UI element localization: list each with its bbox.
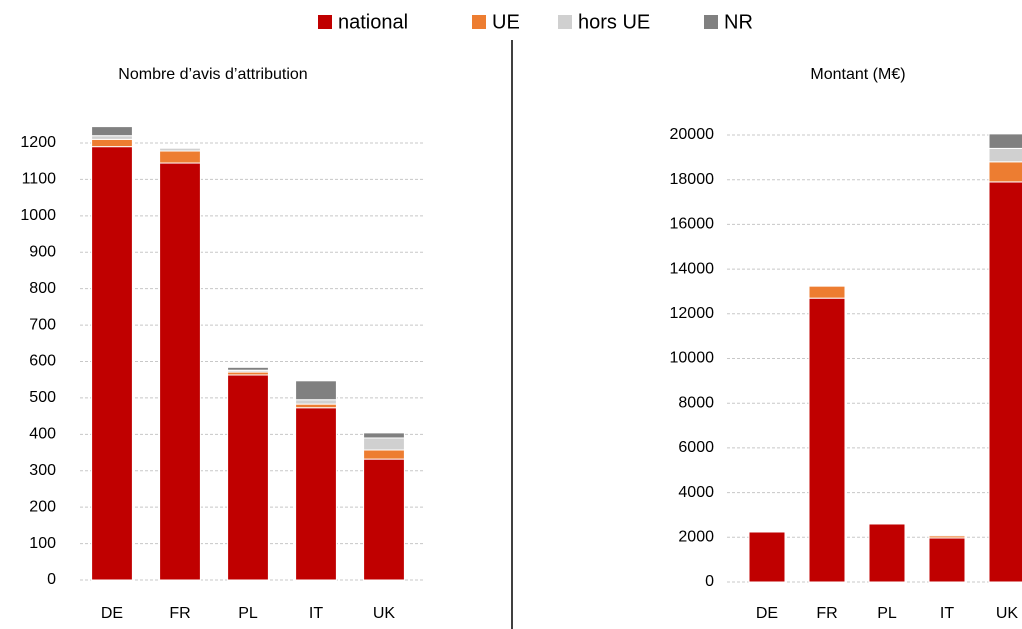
- bar-segment: [988, 147, 1022, 163]
- y-tick-label: 0: [705, 573, 714, 590]
- x-tick-label: UK: [996, 605, 1019, 622]
- bar-segment: [91, 126, 133, 137]
- bar-segment: [808, 285, 846, 299]
- bar-segment: [159, 150, 201, 164]
- y-tick-label: 8000: [678, 394, 714, 411]
- x-tick-label: IT: [309, 605, 323, 622]
- legend-swatch: [704, 15, 718, 29]
- legend-label: hors UE: [578, 11, 650, 33]
- x-tick-label: DE: [101, 605, 123, 622]
- bar-segment: [91, 138, 133, 148]
- y-tick-label: 12000: [670, 305, 715, 322]
- legend-swatch: [558, 15, 572, 29]
- bar-segment: [928, 537, 966, 583]
- y-tick-label: 400: [29, 426, 56, 443]
- bar-segment: [748, 531, 786, 583]
- bar-segment: [988, 133, 1022, 149]
- y-tick-label: 0: [47, 571, 56, 588]
- bar-segment: [227, 366, 269, 371]
- chart-title: Nombre d’avis d’attribution: [118, 66, 307, 83]
- bar-segment: [159, 146, 201, 149]
- y-tick-label: 600: [29, 353, 56, 370]
- bar-segment: [295, 399, 337, 405]
- bar-segment: [363, 449, 405, 460]
- x-tick-label: FR: [816, 605, 837, 622]
- y-tick-label: 300: [29, 462, 56, 479]
- bar-segment: [159, 162, 201, 581]
- y-tick-label: 6000: [678, 439, 714, 456]
- bar-segment: [363, 437, 405, 451]
- y-tick-label: 500: [29, 389, 56, 406]
- x-tick-label: PL: [877, 605, 897, 622]
- y-tick-label: 20000: [670, 126, 715, 143]
- chart-title: Montant (M€): [810, 66, 905, 83]
- y-tick-label: 800: [29, 280, 56, 297]
- y-tick-label: 700: [29, 316, 56, 333]
- y-tick-label: 1000: [20, 207, 56, 224]
- y-tick-label: 18000: [670, 171, 715, 188]
- y-tick-label: 900: [29, 243, 56, 260]
- bar-segment: [868, 523, 906, 583]
- bar-segment: [295, 407, 337, 581]
- x-tick-label: PL: [238, 605, 258, 622]
- x-tick-label: FR: [169, 605, 190, 622]
- y-tick-label: 10000: [670, 350, 715, 367]
- bar-segment: [363, 458, 405, 581]
- bar-segment: [91, 135, 133, 140]
- x-tick-label: DE: [756, 605, 778, 622]
- legend-swatch: [472, 15, 486, 29]
- bar-segment: [227, 374, 269, 581]
- y-tick-label: 16000: [670, 216, 715, 233]
- y-tick-label: 2000: [678, 529, 714, 546]
- legend-swatch: [318, 15, 332, 29]
- x-tick-label: UK: [373, 605, 396, 622]
- bar-segment: [988, 181, 1022, 583]
- legend-label: UE: [492, 11, 520, 33]
- y-tick-label: 100: [29, 535, 56, 552]
- bar-segment: [295, 403, 337, 409]
- bar-segment: [988, 161, 1022, 183]
- y-tick-label: 14000: [670, 260, 715, 277]
- bar-segment: [295, 380, 337, 401]
- legend-label: NR: [724, 11, 753, 33]
- bar-segment: [91, 146, 133, 581]
- y-tick-label: 1100: [22, 171, 57, 188]
- legend: national UE hors UE NR: [318, 11, 753, 33]
- bar-segment: [363, 432, 405, 439]
- y-tick-label: 4000: [678, 484, 714, 501]
- y-tick-label: 200: [29, 498, 56, 515]
- x-tick-label: IT: [940, 605, 954, 622]
- y-tick-label: 1200: [20, 134, 56, 151]
- bar-segment: [808, 297, 846, 583]
- legend-label: national: [338, 11, 408, 33]
